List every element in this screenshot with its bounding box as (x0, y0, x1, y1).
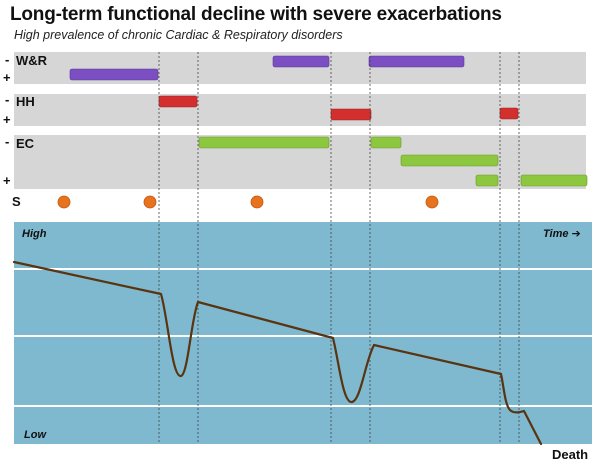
ec-bar-1 (198, 136, 330, 149)
hh-plus: + (3, 112, 11, 127)
s-label: S (12, 194, 21, 209)
hh-label: HH (16, 94, 35, 109)
function-plot-area (14, 222, 592, 444)
hh-band (14, 94, 586, 126)
ec-bar-2 (370, 136, 402, 149)
wr-bar-1 (69, 68, 159, 81)
ec-bar-5 (520, 174, 588, 187)
s-dot-3 (250, 195, 264, 209)
diagram-subtitle: High prevalence of chronic Cardiac & Res… (14, 28, 343, 42)
hh-bar-3 (499, 107, 519, 120)
dashed-guides (158, 52, 520, 444)
functional-decline-curve (12, 260, 543, 446)
ec-bar-3 (400, 154, 499, 167)
ec-minus: - (5, 134, 9, 149)
hh-bar-2 (330, 108, 372, 121)
ec-plus: + (3, 173, 11, 188)
death-label: Death (552, 447, 588, 462)
s-dot-2 (143, 195, 157, 209)
ec-bar-4 (475, 174, 499, 187)
ec-label: EC (16, 136, 35, 151)
s-dot-1 (57, 195, 71, 209)
low-label: Low (24, 429, 47, 441)
time-label: Time ➔ (543, 228, 581, 240)
hh-bar-1 (158, 95, 198, 108)
wr-bar-2 (272, 55, 330, 68)
s-dot-4 (425, 195, 439, 209)
hh-minus: - (5, 92, 9, 107)
wr-label: W&R (16, 53, 48, 68)
wr-minus: - (5, 52, 9, 67)
wr-plus: + (3, 70, 11, 85)
high-label: High (22, 228, 47, 240)
wr-bar-3 (368, 55, 465, 68)
diagram-title: Long-term functional decline with severe… (10, 4, 502, 25)
